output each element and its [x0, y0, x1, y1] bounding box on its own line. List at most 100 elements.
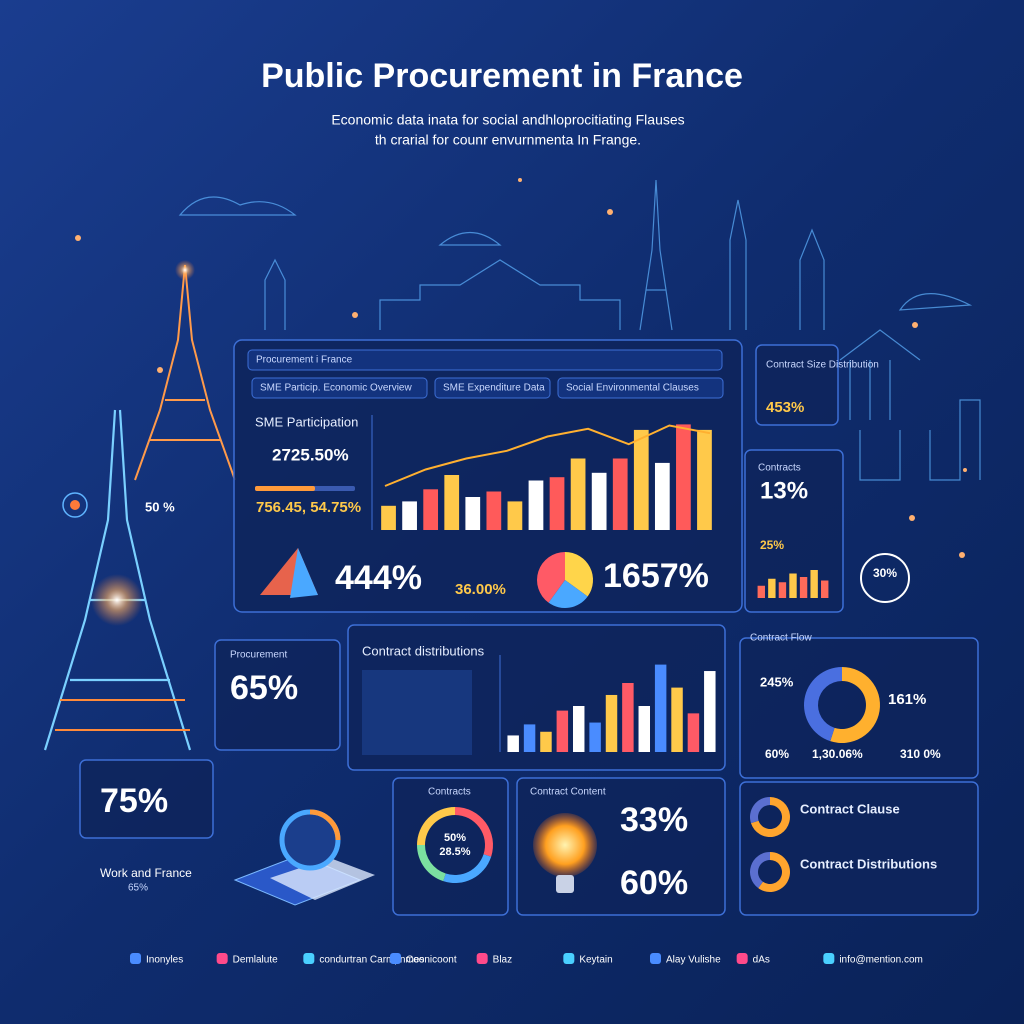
panel — [739, 637, 979, 779]
bar — [589, 722, 601, 752]
bar — [687, 713, 700, 752]
device-illustration — [233, 809, 375, 906]
stat: 444% — [335, 559, 422, 597]
bar — [654, 462, 670, 530]
pyramid-icon — [290, 548, 318, 598]
footer-icon — [650, 953, 661, 964]
bar — [381, 505, 396, 530]
bar — [757, 585, 765, 598]
slice — [750, 852, 770, 889]
stat: 50% — [444, 832, 466, 844]
pie-chart — [537, 552, 593, 608]
bar — [570, 458, 586, 530]
footer-icon — [216, 953, 228, 964]
stat: 1657% — [603, 557, 709, 595]
slice — [417, 807, 455, 845]
label: SME Participation — [255, 414, 358, 429]
tab-label[interactable]: SME Expenditure Data — [443, 383, 545, 394]
subtitle: th crarial for counr envurnmenta In Fran… — [375, 132, 641, 148]
footer-link[interactable]: Inonyles — [146, 955, 183, 966]
sparkles — [75, 178, 967, 558]
panel-title: Contract Size Distribution — [766, 360, 879, 371]
panel-header — [247, 349, 723, 371]
stat: 161% — [888, 691, 926, 708]
bar — [612, 458, 628, 530]
bar — [444, 475, 460, 530]
footer-link[interactable]: Coonicoont — [406, 955, 457, 966]
footer-link[interactable]: Blaz — [493, 955, 512, 966]
side-label: 50 % — [145, 499, 175, 514]
subtitle: Economic data inata for social andhlopro… — [331, 112, 684, 128]
bar — [622, 683, 634, 752]
footer-link[interactable]: condurtran Carmpnmes — [319, 955, 424, 966]
tab-label[interactable]: Social Environmental Clauses — [566, 383, 699, 394]
bar — [423, 489, 439, 530]
stat: 453% — [766, 399, 804, 416]
slice — [750, 797, 770, 824]
bar — [528, 480, 544, 530]
panel-title: Contract distributions — [362, 643, 485, 658]
panel-title: Contract Content — [530, 787, 606, 798]
stat: 36.00% — [455, 581, 506, 598]
slice — [758, 852, 790, 892]
bar — [572, 706, 585, 752]
label: 65% — [128, 883, 148, 894]
footer-link[interactable]: Keytain — [579, 955, 612, 966]
tab[interactable] — [251, 377, 428, 399]
skyline — [178, 179, 981, 481]
bulb-icon — [533, 813, 597, 893]
footer-link[interactable]: dAs — [753, 955, 770, 966]
bar — [540, 731, 552, 752]
bar — [789, 573, 797, 598]
panel-title: Procurement i France — [256, 355, 353, 366]
footer: Inonyles Demlalute condurtran CarmpnmesCoo… — [130, 953, 923, 966]
bar — [768, 578, 776, 598]
progress — [255, 486, 315, 491]
tab[interactable] — [557, 377, 724, 399]
trend-line — [384, 424, 711, 487]
bar — [821, 580, 829, 598]
panel — [392, 777, 509, 916]
bar — [549, 477, 565, 530]
panel — [744, 449, 844, 613]
data-grid — [362, 670, 472, 755]
bar — [402, 501, 417, 530]
tab[interactable] — [434, 377, 551, 399]
panel — [233, 339, 743, 613]
stat: 310 0% — [900, 747, 941, 761]
bar — [671, 687, 683, 752]
bar — [556, 710, 569, 752]
slice — [537, 552, 565, 603]
footer-icon — [303, 953, 315, 964]
stat: 60% — [620, 864, 688, 902]
footer-icon — [476, 953, 488, 964]
bar — [523, 724, 536, 752]
tab-label[interactable]: SME Particip. Economic Overview — [260, 383, 412, 394]
stat: 13% — [760, 477, 808, 504]
panel-title: Procurement — [230, 650, 287, 661]
stat: 65% — [230, 669, 298, 707]
footer-link[interactable]: info@mention.com — [839, 955, 923, 966]
bar — [638, 706, 651, 752]
slice — [417, 845, 446, 882]
slice — [803, 667, 842, 742]
stat: 75% — [100, 782, 168, 820]
bar-chart — [381, 424, 712, 530]
slice — [548, 580, 588, 608]
bar-chart — [507, 664, 716, 752]
label: Work and France — [100, 866, 192, 880]
slice — [830, 667, 880, 743]
footer-link[interactable]: Demlalute — [233, 955, 278, 966]
slice — [443, 854, 492, 883]
footer-icon — [563, 953, 575, 964]
footer-link[interactable]: Alay Vulishe — [666, 955, 721, 966]
bar — [633, 429, 649, 530]
main-panel: Procurement i France SME Particip. Econo… — [233, 339, 743, 613]
stat: 33% — [620, 801, 688, 839]
bar — [507, 735, 519, 752]
ring-label: 30% — [873, 566, 897, 580]
stat: 756.45, 54.75% — [256, 499, 361, 516]
panel-title: Contract Flow — [750, 633, 812, 644]
slice — [455, 807, 493, 857]
